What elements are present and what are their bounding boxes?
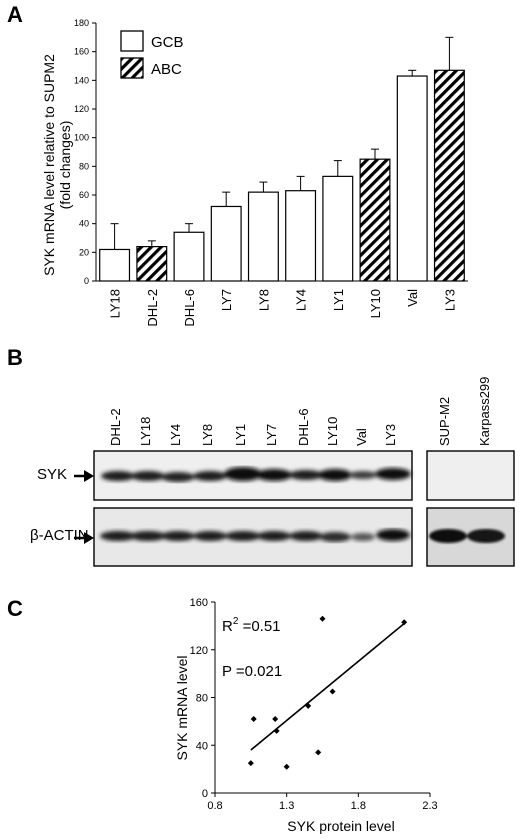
data-point <box>315 749 322 756</box>
panel-a-letter: A <box>7 2 23 27</box>
x-tick-label: LY7 <box>219 289 234 311</box>
bar-dhl-2 <box>136 246 168 282</box>
y-tick-label: 140 <box>74 75 89 85</box>
bar-ly8 <box>247 191 279 282</box>
x-tick-label: 1.3 <box>279 800 294 812</box>
x-tick-label: 0.8 <box>207 800 222 812</box>
data-point <box>319 615 326 622</box>
x-tick-label: 1.8 <box>351 800 366 812</box>
blot-images <box>74 450 515 567</box>
western-blot-panel: DHL-2 LY18 LY4 LY8 LY1 LY7 DHL-6 LY10 Val LY3 SUP-… <box>0 345 520 575</box>
scatter-chart-syk: 0 40 80 120 160 0.8 1.3 1.8 2.3 R2 =0.51 P =0.02… <box>174 597 438 834</box>
bar-ly4 <box>285 190 317 282</box>
data-point <box>247 760 254 767</box>
y-axis-label-line1: SYK mRNA level relative to SUPM2 <box>41 54 57 276</box>
data-point <box>272 715 279 722</box>
x-tick-label: LY10 <box>368 289 383 318</box>
x-tick-label: 2.3 <box>422 800 437 812</box>
bar-ly18 <box>99 248 131 282</box>
x-tick-label: LY18 <box>108 289 123 318</box>
y-tick-label: 20 <box>79 247 89 257</box>
fit-line <box>250 622 405 751</box>
y-tick-label: 120 <box>74 104 89 114</box>
y-tick-label: 60 <box>79 190 89 200</box>
x-axis-label: SYK protein level <box>287 818 394 834</box>
panel-b-letter: B <box>7 345 23 370</box>
legend: GCB ABC <box>120 30 184 79</box>
blot-row-label-actin: β-ACTIN <box>30 527 89 544</box>
r-squared-label: R2 =0.51 <box>222 616 281 635</box>
y-tick-label: 180 <box>74 18 89 28</box>
bar-ly7 <box>210 205 242 282</box>
data-point <box>283 763 290 770</box>
x-tick-label: LY3 <box>442 289 457 311</box>
bar-ly1 <box>322 175 354 282</box>
bar-dhl-6 <box>173 231 205 282</box>
arrow-syk-icon <box>74 470 94 482</box>
bar-chart-syk-mrna: 0 20 40 60 80 100 120 140 160 180 LY18 DHL-2 DHL-6 L… <box>41 18 468 327</box>
bar-ly10 <box>359 158 391 282</box>
legend-label-abc: ABC <box>151 61 182 78</box>
legend-label-gcb: GCB <box>151 34 184 51</box>
y-tick-label: 160 <box>190 597 208 609</box>
data-point <box>250 715 257 722</box>
y-axis-label: SYK mRNA level <box>174 655 190 760</box>
data-point <box>329 688 336 695</box>
actin-bands <box>100 529 410 542</box>
x-tick-label: Val <box>405 289 420 307</box>
y-tick-label: 40 <box>196 740 208 752</box>
y-tick-label: 80 <box>79 161 89 171</box>
y-axis-label-line2: (fold changes) <box>57 121 73 210</box>
y-tick-label: 0 <box>202 788 208 800</box>
y-tick-label: 80 <box>196 693 208 705</box>
y-tick-label: 160 <box>74 47 89 57</box>
x-tick-label: DHL-6 <box>182 289 197 327</box>
syk-bands <box>101 467 411 482</box>
y-tick-label: 120 <box>190 645 208 657</box>
data-point <box>401 619 408 626</box>
legend-swatch-abc <box>120 57 144 79</box>
x-tick-label: LY1 <box>331 289 346 311</box>
panel-c-letter: C <box>7 596 23 621</box>
blot-row-label-syk: SYK <box>37 466 68 483</box>
x-tick-label: LY4 <box>294 289 309 311</box>
p-value-label: P =0.021 <box>222 663 282 680</box>
bar-ly3 <box>433 69 465 282</box>
bar-val <box>396 75 428 282</box>
x-tick-label: DHL-2 <box>145 289 160 327</box>
arrow-actin-icon <box>74 532 94 544</box>
control-actin-bands <box>429 529 505 543</box>
y-tick-label: 0 <box>84 276 89 286</box>
y-tick-label: 100 <box>74 133 89 143</box>
x-tick-label: LY8 <box>256 289 271 311</box>
y-tick-label: 40 <box>79 219 89 229</box>
legend-swatch-gcb <box>120 30 144 52</box>
data-point <box>273 727 280 734</box>
blot-syk-controls <box>426 450 515 501</box>
